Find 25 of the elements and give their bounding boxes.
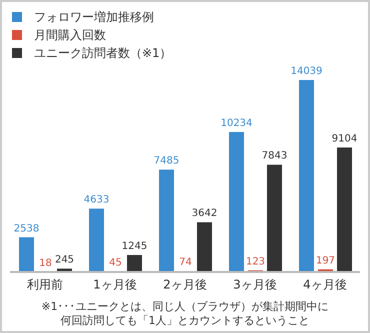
x-tick-label: 2ヶ月後 [163,278,207,292]
data-label: 9104 [332,133,358,144]
data-label: 4633 [84,194,110,206]
data-label: 7843 [262,150,288,162]
x-tick-label: 4ヶ月後 [303,278,347,292]
data-label: 7485 [154,156,180,167]
data-label: 123 [246,256,266,268]
data-label: 3642 [192,208,218,220]
data-label: 18 [39,258,52,269]
data-label: 14039 [290,66,322,77]
data-label: 197 [316,255,336,266]
x-tick-label: 利用前 [27,278,63,292]
x-tick-label: 3ヶ月後 [233,278,277,292]
x-tick-label: 1ヶ月後 [93,278,137,292]
data-label: 1245 [122,240,148,252]
legend-label: 月間購入回数 [34,27,106,44]
data-label: 245 [54,254,74,266]
data-label: 74 [179,256,192,268]
text: ※1･･･ユニークとは、同じ人（ブラウザ）が集計期間中に [40,300,330,314]
data-label: 10234 [220,118,252,130]
legend-label: ユニーク訪問者数（※1） [34,45,172,62]
data-label: 45 [109,257,122,268]
legend-label: フォロワー増加推移例 [34,9,154,26]
text: 何回訪問しても「1人」とカウントするということ [60,314,310,328]
data-label: 2538 [14,223,40,234]
